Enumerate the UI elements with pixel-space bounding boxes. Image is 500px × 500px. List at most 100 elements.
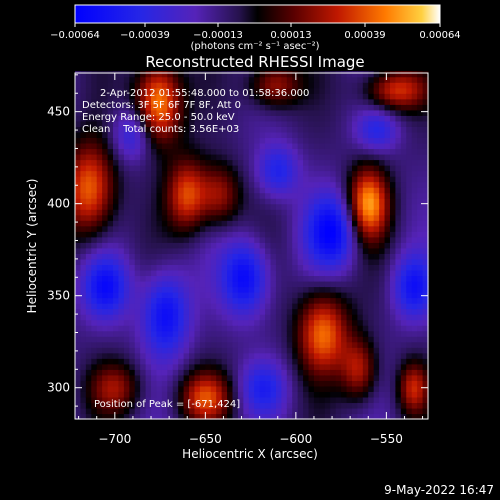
- heatmap-cell: [422, 374, 429, 381]
- heatmap-cell: [270, 142, 277, 150]
- heatmap-cell: [156, 341, 163, 348]
- heatmap-cell: [303, 126, 310, 133]
- heatmap-cell: [324, 280, 331, 288]
- heatmap-cell: [411, 369, 418, 376]
- heatmap-cell: [113, 176, 120, 183]
- heatmap-cell: [308, 275, 315, 282]
- heatmap-cell: [178, 93, 185, 100]
- heatmap-cell: [335, 330, 342, 337]
- heatmap-cell: [259, 325, 266, 332]
- heatmap-cell: [286, 115, 293, 122]
- heatmap-cell: [411, 137, 418, 144]
- heatmap-cell: [384, 98, 391, 105]
- heatmap-cell: [118, 297, 125, 304]
- heatmap-cell: [400, 253, 407, 260]
- heatmap-cell: [183, 358, 190, 365]
- heatmap-cell: [417, 363, 424, 370]
- heatmap-cell: [406, 247, 413, 254]
- heatmap-cell: [248, 347, 255, 354]
- heatmap-cell: [422, 148, 429, 155]
- heatmap-cell: [107, 385, 114, 392]
- heatmap-cell: [216, 198, 223, 205]
- heatmap-cell: [123, 308, 130, 315]
- heatmap-cell: [102, 264, 109, 271]
- heatmap-cell: [259, 314, 266, 321]
- heatmap-cell: [270, 325, 277, 332]
- heatmap-cell: [259, 198, 266, 205]
- heatmap-cell: [286, 203, 293, 210]
- heatmap-cell: [178, 292, 185, 299]
- heatmap-cell: [156, 407, 163, 415]
- heatmap-cell: [237, 170, 244, 177]
- heatmap-cell: [417, 131, 424, 139]
- heatmap-cell: [221, 286, 228, 293]
- heatmap-cell: [232, 153, 239, 161]
- heatmap-cell: [140, 192, 147, 199]
- heatmap-cell: [75, 98, 82, 105]
- heatmap-cell: [265, 148, 272, 155]
- heatmap-cell: [151, 253, 158, 260]
- heatmap-cell: [243, 330, 250, 337]
- heatmap-cell: [80, 231, 87, 238]
- heatmap-cell: [199, 319, 206, 326]
- heatmap-cell: [91, 76, 98, 83]
- heatmap-cell: [330, 148, 337, 155]
- heatmap-cell: [259, 148, 266, 155]
- heatmap-cell: [80, 275, 87, 282]
- heatmap-cell: [156, 93, 163, 100]
- heatmap-cell: [259, 98, 266, 105]
- heatmap-cell: [102, 231, 109, 238]
- heatmap-cell: [189, 347, 196, 354]
- heatmap-cell: [248, 181, 255, 188]
- heatmap-cell: [335, 137, 342, 144]
- heatmap-cell: [243, 396, 250, 404]
- heatmap-cell: [96, 104, 103, 111]
- heatmap-cell: [335, 303, 342, 310]
- heatmap-cell: [227, 292, 234, 299]
- heatmap-cell: [254, 319, 261, 326]
- heatmap-cell: [227, 82, 234, 89]
- heatmap-cell: [194, 352, 201, 359]
- heatmap-cell: [281, 181, 288, 188]
- heatmap-cell: [167, 303, 174, 310]
- heatmap-cell: [389, 87, 397, 94]
- heatmap-cell: [205, 131, 212, 139]
- heatmap-cell: [319, 402, 326, 409]
- heatmap-cell: [368, 192, 375, 199]
- heatmap-cell: [221, 358, 228, 365]
- heatmap-cell: [102, 308, 109, 315]
- heatmap-cell: [259, 247, 266, 254]
- heatmap-cell: [129, 236, 136, 243]
- x-tick-label: −700: [98, 432, 131, 446]
- heatmap-cell: [216, 165, 223, 172]
- heatmap-cell: [183, 341, 190, 348]
- heatmap-cell: [210, 247, 217, 254]
- heatmap-cell: [145, 303, 152, 310]
- heatmap-cell: [151, 330, 158, 337]
- heatmap-cell: [210, 98, 217, 105]
- heatmap-cell: [172, 374, 179, 381]
- heatmap-cell: [254, 275, 261, 282]
- heatmap-cell: [357, 242, 364, 249]
- heatmap-cell: [96, 120, 103, 127]
- heatmap-cell: [384, 181, 391, 188]
- heatmap-cell: [145, 280, 152, 288]
- heatmap-cell: [248, 176, 255, 183]
- heatmap-cell: [368, 280, 375, 288]
- heatmap-cell: [178, 275, 185, 282]
- heatmap-cell: [145, 231, 152, 238]
- heatmap-cell: [275, 341, 282, 348]
- heatmap-cell: [134, 159, 141, 166]
- heatmap-cell: [227, 236, 234, 243]
- heatmap-cell: [172, 153, 179, 161]
- heatmap-cell: [357, 292, 364, 299]
- heatmap-cell: [118, 148, 125, 155]
- heatmap-cell: [346, 358, 353, 365]
- heatmap-cell: [140, 319, 147, 326]
- heatmap-cell: [346, 264, 353, 271]
- heatmap-cell: [384, 131, 391, 139]
- heatmap-cell: [351, 253, 358, 260]
- heatmap-cell: [145, 148, 152, 155]
- heatmap-cell: [210, 126, 217, 133]
- heatmap-cell: [232, 231, 239, 238]
